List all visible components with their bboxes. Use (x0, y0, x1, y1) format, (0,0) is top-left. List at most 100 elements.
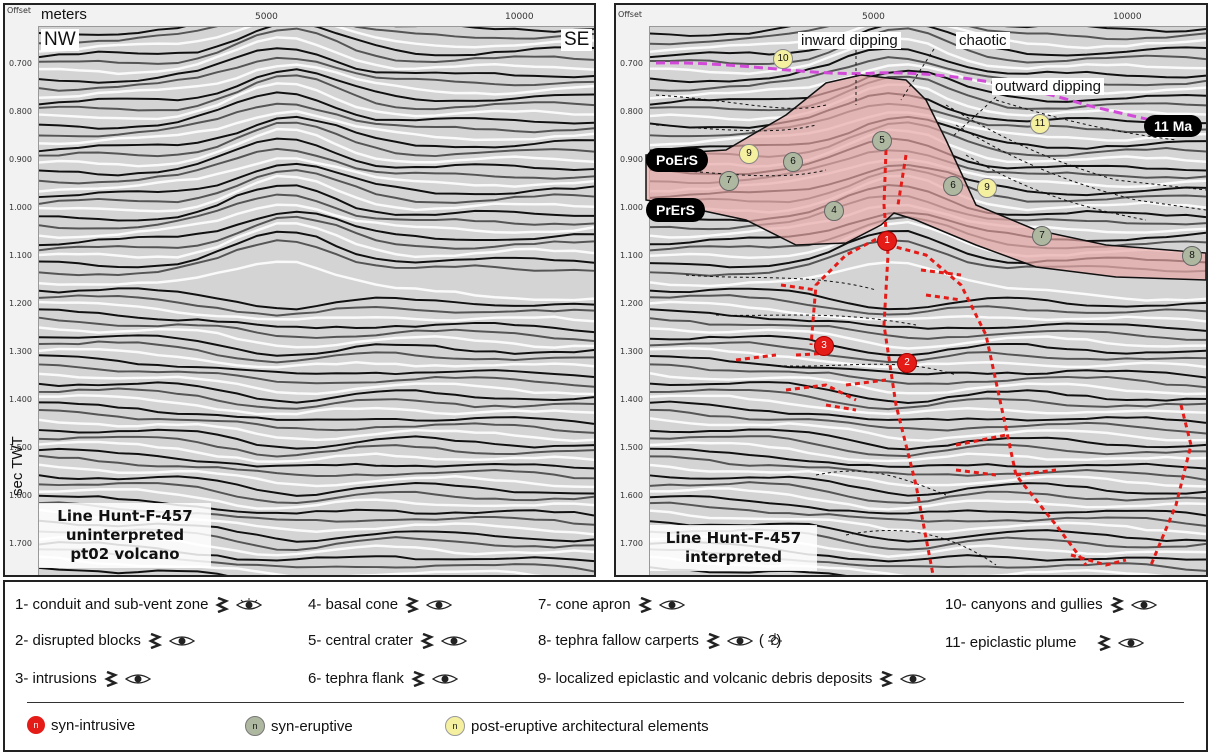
reflection-line (39, 127, 594, 168)
legend-key-syn-eruptive: n syn-eruptive (245, 716, 353, 736)
reflection-line (650, 300, 1206, 323)
reflection-line (39, 147, 594, 185)
reflection-line (650, 341, 1206, 363)
inward-dipping-annotation: inward dipping (798, 32, 901, 49)
legend: 1- conduit and sub-vent zone 2- disrupte… (3, 580, 1208, 752)
legend-item: 9- localized epiclastic and volcanic deb… (538, 670, 927, 687)
reflection-line (39, 110, 594, 146)
green-number-marker: 7 (1032, 226, 1052, 246)
x-tick: 5000 (862, 12, 885, 22)
yellow-number-marker: 11 (1030, 114, 1050, 134)
reflection-line (650, 372, 1206, 396)
green-number-marker: 4 (824, 201, 844, 221)
yellow-dot-icon: n (445, 716, 465, 736)
seismic-wiggle-icon (1097, 634, 1112, 651)
se-label: SE (561, 29, 593, 51)
title-line: interpreted (685, 548, 782, 566)
reflection-line (39, 474, 594, 497)
outward-dipping-annotation: outward dipping (992, 78, 1104, 95)
reflection-line (650, 317, 1206, 341)
y-axis: sec TWT 0.700 0.800 0.900 1.000 1.100 1.200 1.… (5, 26, 39, 575)
reflection-line (39, 260, 594, 302)
reflection-line (39, 300, 594, 323)
core-sample-note: ( ?) (759, 632, 782, 649)
reflection-line (650, 494, 1206, 517)
reflection-line (39, 210, 594, 247)
legend-text: 4- basal cone (308, 596, 399, 613)
seismic-wiggle-icon (405, 596, 420, 613)
yellow-number-marker: 9 (977, 178, 997, 198)
legend-item: 5- central crater (308, 632, 468, 649)
reflection-line (39, 27, 594, 53)
reflection-line (650, 92, 1206, 129)
legend-text: 11- epiclastic plume (945, 634, 1077, 651)
reflection-line (39, 91, 594, 130)
reflection-line (650, 27, 1206, 66)
y-tick: 0.900 (620, 155, 643, 164)
reflection-line (39, 174, 594, 213)
y-tick: 1.700 (9, 539, 32, 548)
eye-icon (1118, 637, 1145, 648)
reflection-line (650, 75, 1206, 112)
chaotic-annotation: chaotic (956, 32, 1010, 49)
reflection-line (39, 63, 594, 100)
reflection-line (39, 27, 594, 36)
reflection-line (39, 121, 594, 158)
reflection-line (650, 417, 1206, 442)
green-number-marker: 6 (943, 176, 963, 196)
reflection-line (39, 334, 594, 357)
interpreted-panel: Offset 5000 10000 0.700 0.800 0.900 1.000 1.… (614, 3, 1208, 577)
reflection-line (39, 239, 594, 277)
seismic-wiggle-icon (148, 632, 163, 649)
seismic-reflections (39, 27, 594, 575)
reflection-line (650, 428, 1206, 451)
y-tick: 0.700 (9, 59, 32, 68)
seismic-wiggle-icon (1109, 596, 1124, 613)
offset-label: Offset (7, 6, 32, 15)
eye-icon (236, 597, 263, 610)
title-line: uninterpreted (65, 526, 185, 544)
reflection-line (39, 308, 594, 334)
y-tick: 1.400 (620, 395, 643, 404)
legend-item: 8- tephra fallow carperts ( ?) (538, 632, 782, 649)
reflection-line (39, 363, 594, 388)
y-tick: 1.500 (620, 443, 643, 452)
reflection-line (39, 435, 594, 458)
legend-key-text: post-eruptive architectural elements (471, 717, 709, 735)
reflection-line (650, 27, 1206, 46)
title-line: pt02 volcano (70, 545, 180, 563)
core-sample-icon (767, 633, 782, 645)
reflection-line (650, 27, 1206, 37)
reflection-line (39, 68, 594, 106)
yellow-number-marker: 9 (739, 144, 759, 164)
dipping-lines (855, 48, 997, 138)
green-number-marker: 7 (719, 171, 739, 191)
reflection-line (39, 454, 594, 480)
reflection-line (39, 326, 594, 349)
seismic-wiggle-icon (411, 670, 426, 687)
reflection-line (650, 381, 1206, 404)
legend-item: 6- tephra flank (308, 670, 458, 687)
eye-icon (426, 599, 453, 610)
green-number-marker: 5 (872, 131, 892, 151)
legend-key-post-eruptive: n post-eruptive architectural elements (445, 716, 709, 736)
legend-key-syn-intrusive: n syn-intrusive (27, 716, 135, 734)
reflection-line (650, 455, 1206, 481)
reflection-line (39, 27, 594, 45)
reflection-line (39, 162, 594, 199)
y-tick: 1.200 (620, 299, 643, 308)
y-tick: 0.900 (9, 155, 32, 164)
y-tick: 1.600 (620, 491, 643, 500)
reflection-line (39, 287, 594, 311)
legend-text: 3- intrusions (15, 670, 97, 687)
reflection-line (650, 347, 1206, 369)
y-tick: 0.800 (620, 107, 643, 116)
reflection-line (39, 47, 594, 84)
x-axis: Offset 5000 10000 (616, 5, 1206, 27)
eye-icon (726, 635, 753, 646)
reflection-line (650, 435, 1206, 458)
legend-text: 8- tephra fallow carperts (538, 632, 699, 649)
eye-icon (168, 635, 195, 646)
volcanic-edifice (645, 74, 1206, 281)
reflection-line (39, 394, 594, 416)
